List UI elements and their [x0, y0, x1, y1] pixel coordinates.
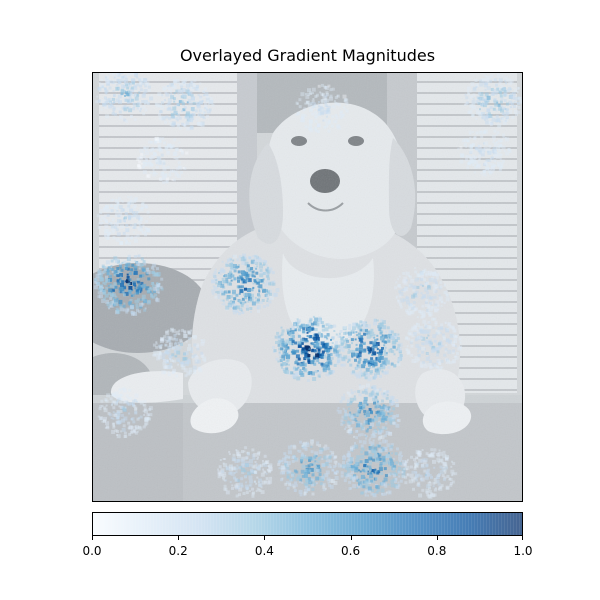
colorbar-tick-label: 0.2	[168, 544, 188, 558]
gradient-hotspot	[97, 387, 153, 439]
colorbar-tick-label: 0.0	[82, 544, 102, 558]
gradient-hotspot	[334, 318, 403, 382]
gradient-hotspot	[136, 136, 189, 185]
plot-area	[92, 72, 523, 502]
gradient-hotspot	[277, 439, 342, 497]
gradient-hotspot	[154, 78, 215, 131]
colorbar-tick-mark	[264, 536, 266, 540]
gradient-hotspot	[96, 195, 151, 246]
gradient-hotspot	[463, 73, 522, 128]
gradient-hotspot	[210, 253, 280, 316]
gradient-hotspot	[401, 448, 458, 499]
gradient-hotspots	[93, 73, 522, 499]
gradient-hotspot	[295, 83, 349, 134]
colorbar-axis: 0.0 0.2 0.4 0.6 0.8 1.0	[82, 536, 533, 566]
gradient-hotspot	[404, 317, 463, 371]
gradient-hotspot	[95, 73, 154, 123]
gradient-hotspot	[217, 446, 273, 498]
colorbar-tick-mark	[92, 536, 93, 540]
colorbar-tick-label: 0.6	[341, 544, 361, 558]
colorbar-tick-label: 0.4	[254, 544, 274, 558]
gradient-hotspot	[457, 129, 512, 177]
colorbar-tick-mark	[436, 536, 438, 540]
colorbar-tick-label: 1.0	[513, 544, 533, 558]
colorbar-tick-label: 0.8	[427, 544, 447, 558]
gradient-hotspot	[340, 437, 408, 498]
gradient-hotspot	[272, 315, 345, 382]
colorbar-tick-mark	[522, 536, 523, 540]
colorbar-tick-mark	[178, 536, 180, 540]
colorbar-tick-mark	[350, 536, 352, 540]
colorbar	[92, 512, 523, 536]
chart-title: Overlayed Gradient Magnitudes	[179, 46, 436, 65]
gradient-hotspot	[394, 267, 450, 319]
gradient-hotspot	[93, 254, 164, 316]
gradient-hotspot	[152, 327, 207, 378]
gradient-hotspot	[336, 383, 401, 442]
heatmap-overlay	[93, 73, 522, 501]
